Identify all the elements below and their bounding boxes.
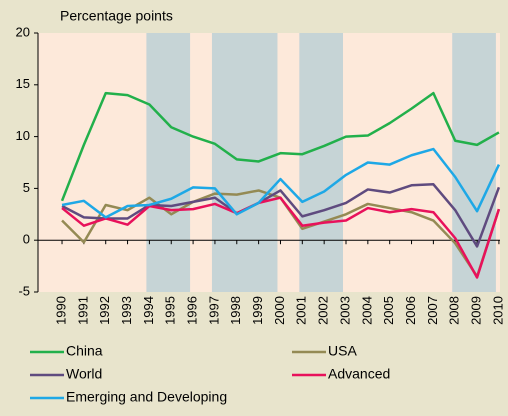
x-tick-label: 2009 [469, 296, 484, 325]
x-tick-label: 2005 [381, 296, 396, 325]
x-tick-label: 1995 [163, 296, 178, 325]
legend-label: Emerging and Developing [66, 389, 227, 405]
y-tick-label: 10 [16, 128, 30, 143]
legend-label: China [66, 343, 103, 359]
y-tick-label: 0 [23, 232, 30, 247]
series-line [61, 196, 501, 279]
legend-label: USA [328, 343, 357, 359]
x-tick-label: 2006 [403, 296, 418, 325]
x-tick-label: 1996 [185, 296, 200, 325]
y-axis-label: Percentage points [60, 8, 173, 24]
x-tick-label: 2002 [316, 296, 331, 325]
x-tick-label: 2007 [425, 296, 440, 325]
x-tick-label: 2003 [337, 296, 352, 325]
x-tick-label: 1990 [53, 296, 68, 325]
y-tick-label: 15 [16, 76, 30, 91]
x-tick-label: 1991 [75, 296, 90, 325]
x-tick-label: 1994 [141, 296, 156, 325]
x-tick-label: 1998 [228, 296, 243, 325]
shaded-period [452, 33, 496, 292]
y-tick-label: 5 [23, 180, 30, 195]
x-tick-label: 1999 [250, 296, 265, 325]
x-tick-label: 2000 [272, 296, 287, 325]
legend-label: Advanced [328, 366, 390, 382]
x-tick-label: 1992 [97, 296, 112, 325]
legend-label: World [66, 366, 102, 382]
x-tick-label: 2008 [447, 296, 462, 325]
x-tick-label: 1997 [206, 296, 221, 325]
x-tick-label: 2004 [359, 296, 374, 325]
shaded-period [211, 33, 278, 292]
series-line [61, 183, 501, 248]
shaded-period [146, 33, 191, 292]
shaded-period [299, 33, 343, 292]
x-tick-label: 1993 [119, 296, 134, 325]
y-tick-label: 20 [16, 24, 30, 39]
y-tick-label: -5 [18, 283, 30, 298]
x-tick-label: 2010 [490, 296, 505, 325]
x-tick-label: 2001 [294, 296, 309, 325]
series-line [60, 91, 500, 202]
series-line [61, 147, 501, 219]
